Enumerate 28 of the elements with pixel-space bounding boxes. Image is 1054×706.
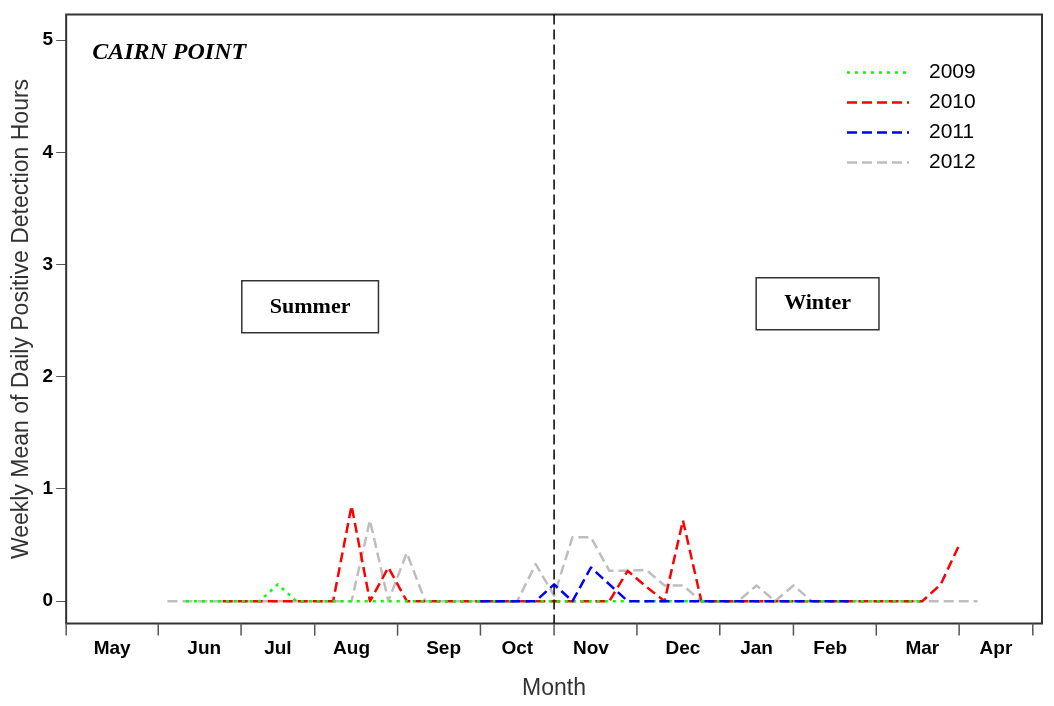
x-tick-label: Jan (740, 637, 773, 659)
y-tick-label: 3 (42, 252, 54, 274)
x-tick-label: Sep (426, 637, 462, 659)
x-tick-label: Jun (187, 637, 222, 659)
x-tick-label: Nov (572, 637, 610, 659)
line-series (166, 519, 979, 603)
text: CAIRN POINT (92, 37, 248, 64)
x-tick-label: Aug (333, 637, 371, 659)
x-tick-label: Oct (501, 637, 534, 659)
y-tick-label: 5 (42, 28, 54, 50)
y-tick-label: 2 (42, 365, 54, 387)
y-tick-label: 1 (42, 477, 54, 499)
x-tick-label: May (93, 637, 132, 659)
legend-label: 2011 (929, 119, 975, 143)
annotation: Summer (269, 292, 351, 318)
y-tick-label: 4 (42, 140, 54, 162)
x-tick-label: Apr (979, 637, 1013, 659)
annotation: Winter (784, 289, 852, 315)
legend-label: 2010 (929, 89, 976, 113)
x-tick-label: Jul (264, 637, 292, 659)
y-tick-label: 0 (42, 589, 54, 611)
x-tick-label: Mar (905, 637, 940, 659)
x-tick-label: Dec (665, 637, 701, 659)
y-axis-title: Weekly Mean of Daily Positive Detection Hours (7, 78, 34, 560)
legend-label: 2012 (929, 149, 976, 173)
x-axis-title: Month (522, 673, 587, 700)
x-tick-label: Feb (813, 637, 848, 659)
legend-label: 2009 (929, 59, 976, 83)
